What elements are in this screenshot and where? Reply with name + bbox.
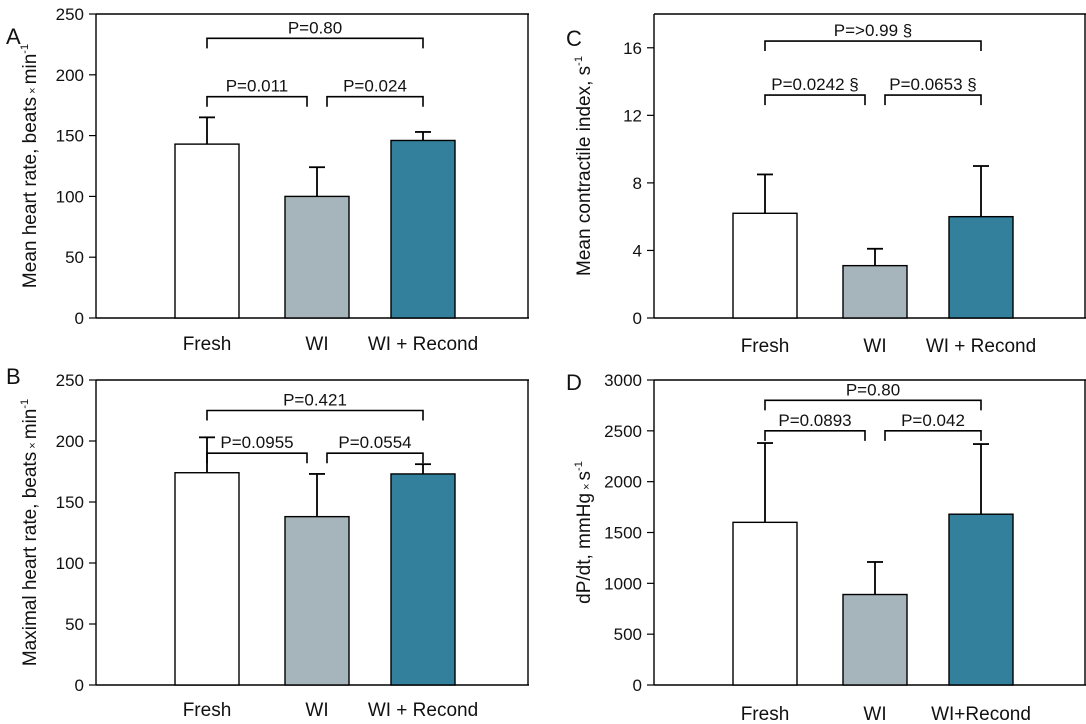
panel-b-ytick-label-150: 150 xyxy=(56,493,84,512)
panel-a-category-wi: WI xyxy=(305,334,328,355)
panel-a-bracket-2 xyxy=(326,95,424,107)
panel-d-ytick-label-1000: 1000 xyxy=(604,574,642,593)
panel-a-ytick-label-250: 250 xyxy=(56,5,84,24)
panel-c-letter: C xyxy=(566,26,582,51)
panel-c-bar-wi-recond xyxy=(948,215,1014,319)
panel-b-pvalue-2: P=0.0554 xyxy=(338,433,411,452)
panel-d-pvalue-1: P=0.0893 xyxy=(778,411,851,430)
panel-d-chart: D 0 500 1000 1500 2000 2500 3000 Fresh WI WI+Recon… xyxy=(566,370,1086,724)
panel-b-pvalue-1: P=0.0955 xyxy=(220,433,293,452)
panel-c-category-fresh: Fresh xyxy=(741,336,790,357)
panel-d-ytick-label-1500: 1500 xyxy=(604,524,642,543)
panel-a-ytick-label-150: 150 xyxy=(56,127,84,146)
panel-b-category-fresh: Fresh xyxy=(183,700,232,721)
panel-a-letter: A xyxy=(6,24,21,49)
panel-a-ytick-label-50: 50 xyxy=(65,248,84,267)
panel-b-bar-fresh xyxy=(174,472,240,686)
panel-c-bar-fresh xyxy=(732,212,798,319)
panel-b-ytick-label-200: 200 xyxy=(56,432,84,451)
panel-a-bracket-1 xyxy=(206,95,308,107)
panel-a-pvalue-0: P=0.80 xyxy=(288,18,342,37)
panel-c-ytick-label-8: 8 xyxy=(633,174,642,193)
panel-d-ylabel: dP/dt, mmHg × s-1 xyxy=(573,461,595,604)
panel-a-bar-wi xyxy=(284,195,350,319)
panel-a-ylabel: Mean heart rate, beats × min-1 xyxy=(19,44,41,288)
panel-c-bracket-0 xyxy=(764,40,982,52)
panel-c-pvalue-1: P=0.0242 § xyxy=(771,75,858,94)
panel-c-ytick-label-4: 4 xyxy=(633,241,642,260)
panel-c-ylabel: Mean contractile index, s-1 xyxy=(573,56,595,276)
panel-d-ytick-label-0: 0 xyxy=(633,676,642,695)
panel-b-bar-wi-recond xyxy=(390,473,456,686)
panel-d-pvalue-2: P=0.042 xyxy=(901,411,965,430)
panel-c-pvalue-0: P=>0.99 § xyxy=(834,21,912,40)
panel-b-bracket-2 xyxy=(326,452,424,464)
panel-d-ytick-label-2000: 2000 xyxy=(604,473,642,492)
panel-c-category-wi: WI xyxy=(863,336,886,357)
panel-b-pvalue-0: P=0.421 xyxy=(283,391,347,410)
panel-d-letter: D xyxy=(566,370,582,395)
panel-c-bracket-1 xyxy=(764,94,866,106)
panel-d-bracket-1 xyxy=(764,430,866,441)
panel-a-ytick-label-100: 100 xyxy=(56,187,84,206)
panel-d-pvalue-0: P=0.80 xyxy=(846,380,900,399)
panel-d-category-wi-recond: WI+Recond xyxy=(931,704,1031,724)
panel-a-category-wi-recond: WI + Recond xyxy=(368,334,478,355)
panel-d-ytick-label-2500: 2500 xyxy=(604,422,642,441)
panel-a-bar-wi-recond xyxy=(390,139,456,319)
panel-a-ytick-label-0: 0 xyxy=(75,309,84,328)
panel-c-bar-wi xyxy=(842,264,908,319)
panel-b-chart: B 0 50 100 150 200 250 Fresh WI WI + Recond P=0.42… xyxy=(6,364,529,721)
panel-a-bracket-0 xyxy=(206,37,424,49)
panel-a-chart: A 0 50 100 150 200 250 Fresh WI WI + Recond P=0.80… xyxy=(6,5,529,355)
panel-a-bar-fresh xyxy=(174,143,240,319)
panel-d-category-fresh: Fresh xyxy=(741,704,790,724)
panel-b-category-wi-recond: WI + Recond xyxy=(368,700,478,721)
panel-b-letter: B xyxy=(6,364,21,389)
panel-b-bracket-1 xyxy=(206,452,308,464)
panel-b-ytick-label-250: 250 xyxy=(56,371,84,390)
panel-d-ytick-label-500: 500 xyxy=(614,625,642,644)
panel-d-ytick-label-3000: 3000 xyxy=(604,371,642,390)
panel-c-ytick-label-0: 0 xyxy=(633,309,642,328)
panel-a-category-fresh: Fresh xyxy=(183,334,232,355)
panel-c-bracket-2 xyxy=(884,94,982,106)
panel-b-ytick-label-100: 100 xyxy=(56,554,84,573)
panel-c-chart: C 0 4 8 12 16 Fresh WI WI + Recond P=>0.99 § P=0.0… xyxy=(566,13,1086,357)
panel-d-bracket-0 xyxy=(764,399,982,411)
panel-d-category-wi: WI xyxy=(863,704,886,724)
panel-d-bar-fresh xyxy=(732,521,798,686)
panel-a-pvalue-2: P=0.024 xyxy=(343,77,407,96)
panel-a-ytick-label-200: 200 xyxy=(56,66,84,85)
panel-c-ytick-label-12: 12 xyxy=(623,106,642,125)
panel-b-bar-wi xyxy=(284,515,350,686)
panel-b-ylabel: Maximal heart rate, beats × min-1 xyxy=(19,399,41,666)
panel-b-ytick-label-50: 50 xyxy=(65,615,84,634)
panel-d-bar-wi xyxy=(842,593,908,686)
panel-c-pvalue-2: P=0.0653 § xyxy=(889,75,976,94)
panel-d-bracket-2 xyxy=(884,430,982,441)
panel-b-bracket-0 xyxy=(206,409,424,421)
panel-a-pvalue-1: P=0.011 xyxy=(226,77,289,96)
panel-c-ytick-label-16: 16 xyxy=(623,39,642,58)
panel-b-ytick-label-0: 0 xyxy=(75,676,84,695)
panel-b-category-wi: WI xyxy=(305,700,328,721)
panel-d-bar-wi-recond xyxy=(948,513,1014,686)
panel-c-category-wi-recond: WI + Recond xyxy=(926,336,1036,357)
